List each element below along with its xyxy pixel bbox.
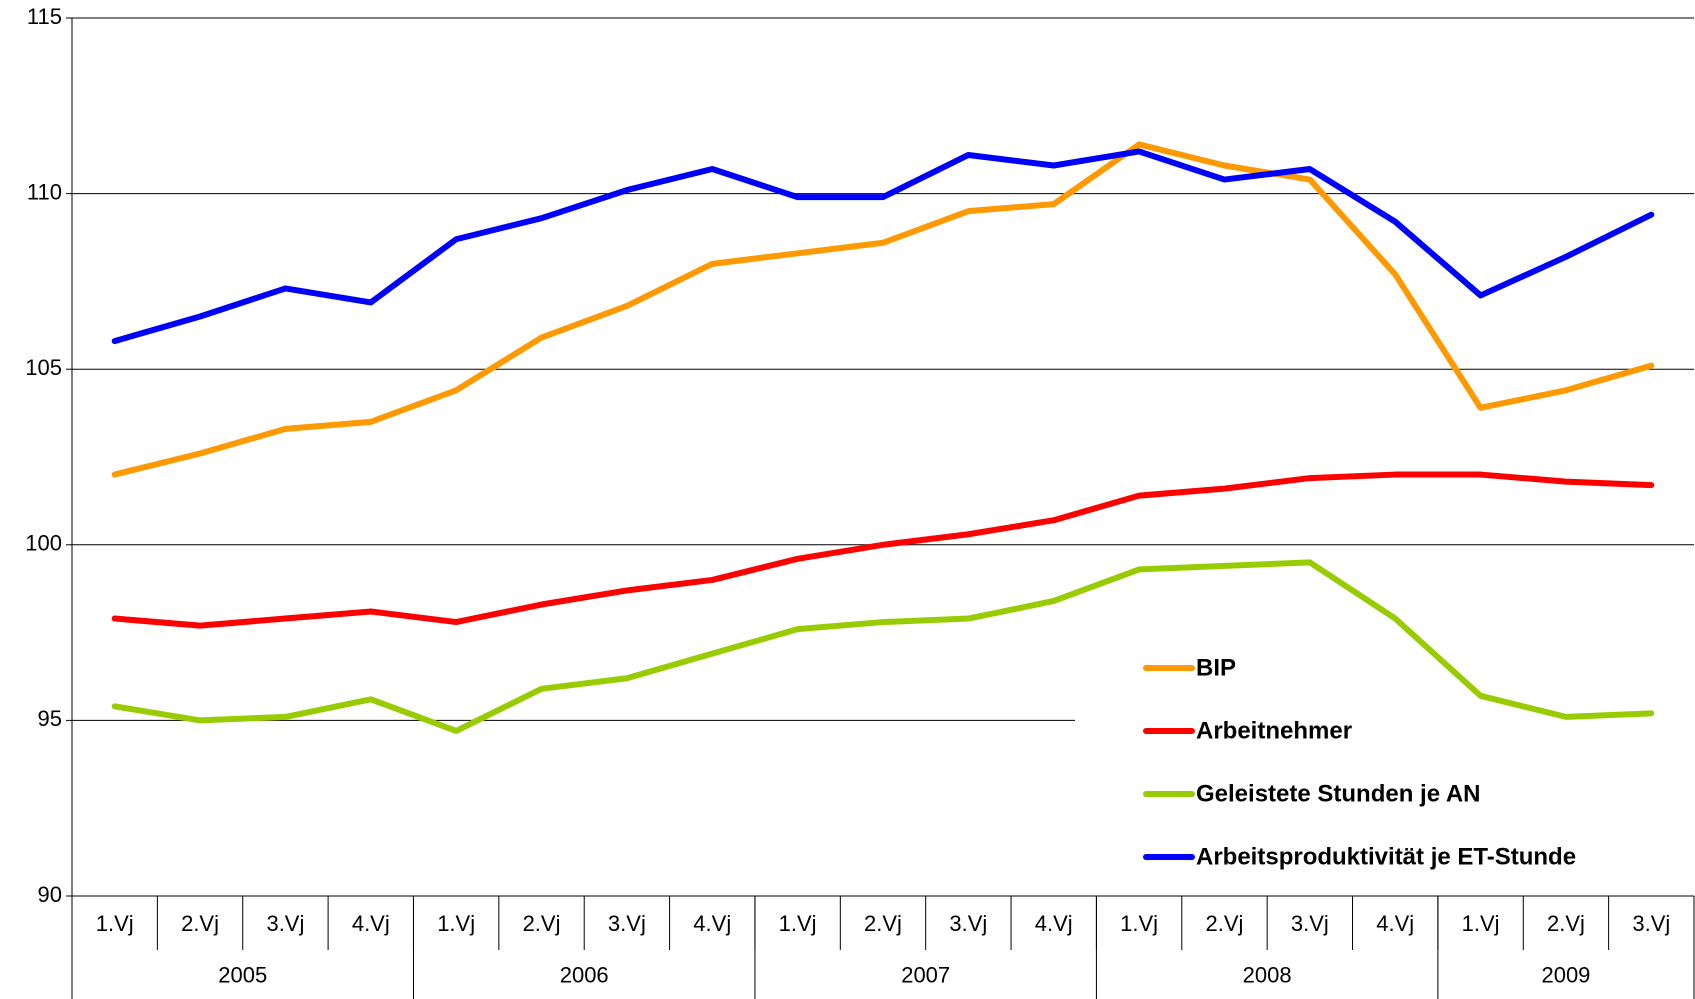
x-tick-label: 2.Vj (523, 911, 561, 936)
y-tick-label: 100 (25, 531, 62, 556)
x-tick-label: 1.Vj (1462, 911, 1500, 936)
y-tick-label: 95 (38, 706, 62, 731)
y-tick-label: 115 (27, 4, 62, 29)
x-tick-label: 2.Vj (1206, 911, 1244, 936)
legend-box (1075, 640, 1694, 880)
series-line (111, 148, 1655, 345)
x-tick-label: 4.Vj (1035, 911, 1073, 936)
series-line (111, 141, 1655, 478)
x-tick-label: 3.Vj (949, 911, 987, 936)
year-label: 2008 (1243, 962, 1292, 987)
y-tick-label: 110 (27, 179, 62, 204)
x-tick-label: 2.Vj (181, 911, 219, 936)
x-tick-label: 1.Vj (96, 911, 134, 936)
series-line (111, 559, 1655, 734)
year-label: 2009 (1541, 962, 1590, 987)
x-tick-label: 3.Vj (1632, 911, 1670, 936)
legend-label: Arbeitnehmer (1196, 717, 1352, 744)
series-line (111, 471, 1655, 629)
x-tick-label: 3.Vj (608, 911, 646, 936)
x-tick-label: 1.Vj (1120, 911, 1158, 936)
x-tick-label: 1.Vj (437, 911, 475, 936)
year-label: 2006 (560, 962, 609, 987)
year-label: 2005 (218, 962, 267, 987)
x-tick-label: 2.Vj (1547, 911, 1585, 936)
y-tick-label: 90 (38, 882, 62, 907)
legend-label: Arbeitsproduktivität je ET-Stunde (1196, 843, 1576, 870)
year-label: 2007 (901, 962, 950, 987)
x-tick-label: 4.Vj (1376, 911, 1414, 936)
x-tick-label: 4.Vj (352, 911, 390, 936)
y-tick-label: 105 (25, 355, 62, 380)
legend-label: BIP (1196, 654, 1236, 681)
legend-label: Geleistete Stunden je AN (1196, 780, 1481, 807)
x-tick-label: 2.Vj (864, 911, 902, 936)
x-tick-label: 3.Vj (1291, 911, 1329, 936)
x-tick-label: 3.Vj (266, 911, 304, 936)
x-tick-label: 1.Vj (779, 911, 817, 936)
x-tick-label: 4.Vj (693, 911, 731, 936)
